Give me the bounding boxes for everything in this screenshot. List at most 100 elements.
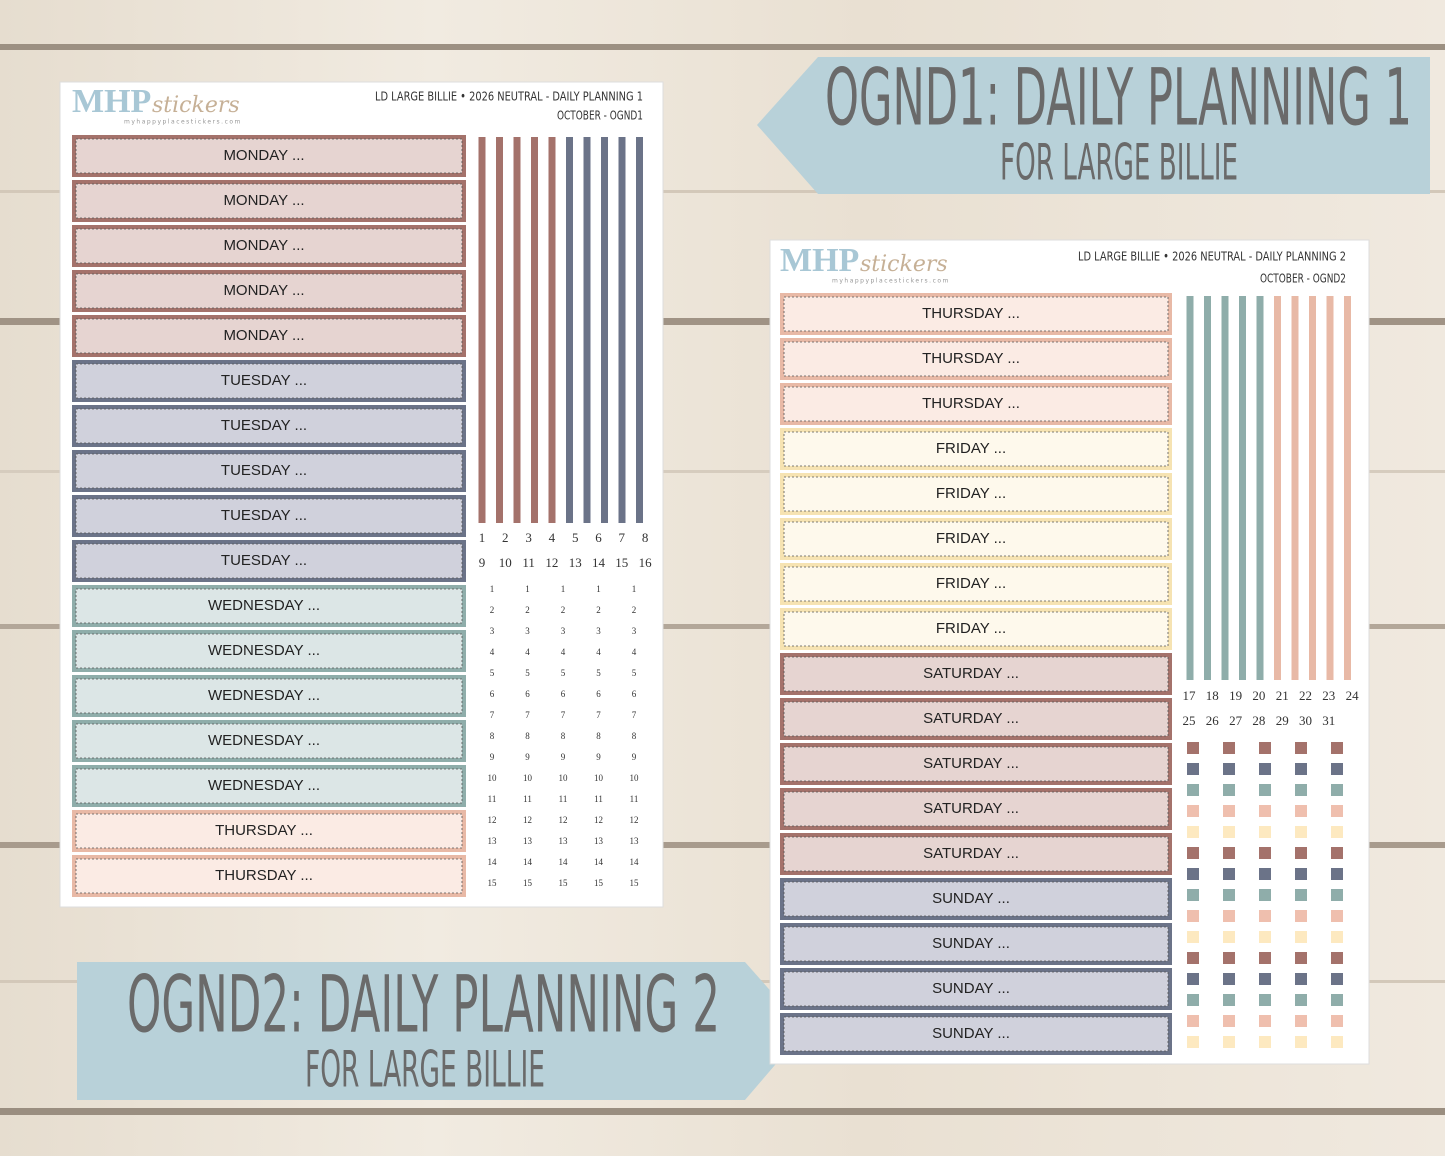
- date-number: 4: [549, 530, 556, 545]
- strip-sticker: [1291, 296, 1299, 680]
- small-number: 3: [525, 626, 530, 636]
- label-inner: [75, 543, 463, 579]
- label-inner: [75, 768, 463, 804]
- small-number: 3: [632, 626, 637, 636]
- square-sticker: [1331, 1015, 1343, 1027]
- small-number: 5: [596, 668, 601, 678]
- label-inner: [75, 228, 463, 264]
- square-sticker: [1331, 931, 1343, 943]
- date-number: 27: [1229, 713, 1243, 728]
- small-number: 15: [488, 878, 498, 888]
- banner-title: OGND1: DAILY PLANNING 1: [825, 53, 1412, 143]
- date-number: 23: [1322, 688, 1335, 703]
- square-sticker: [1331, 973, 1343, 985]
- small-number: 3: [561, 626, 566, 636]
- date-number: 31: [1322, 713, 1335, 728]
- small-number: 9: [632, 752, 637, 762]
- label-inner: [783, 476, 1169, 512]
- date-number: 12: [545, 555, 558, 570]
- date-number: 5: [572, 530, 579, 545]
- label-text: MONDAY ...: [223, 237, 304, 254]
- square-sticker: [1331, 805, 1343, 817]
- square-sticker: [1295, 742, 1307, 754]
- small-number: 13: [559, 836, 569, 846]
- small-number: 15: [523, 878, 533, 888]
- square-sticker: [1331, 994, 1343, 1006]
- label-text: FRIDAY ...: [936, 530, 1006, 547]
- banner-subtitle: FOR LARGE BILLIE: [1000, 134, 1238, 192]
- small-number: 7: [596, 710, 601, 720]
- label-text: THURSDAY ...: [922, 350, 1020, 367]
- small-number: 9: [561, 752, 566, 762]
- square-sticker: [1223, 1015, 1235, 1027]
- square-sticker: [1187, 952, 1199, 964]
- small-number: 5: [561, 668, 566, 678]
- square-sticker: [1223, 1036, 1235, 1048]
- label-inner: [75, 813, 463, 849]
- small-number: 13: [523, 836, 533, 846]
- small-number: 9: [596, 752, 601, 762]
- small-number: 10: [488, 773, 498, 783]
- label-text: THURSDAY ...: [215, 822, 313, 839]
- label-inner: [75, 858, 463, 894]
- date-number: 24: [1346, 688, 1360, 703]
- square-sticker: [1295, 784, 1307, 796]
- small-number: 3: [490, 626, 495, 636]
- date-number: 21: [1276, 688, 1289, 703]
- label-inner: [75, 318, 463, 354]
- strip-sticker: [548, 137, 556, 523]
- small-number: 7: [525, 710, 530, 720]
- small-number: 8: [490, 731, 495, 741]
- square-sticker: [1223, 889, 1235, 901]
- date-number: 16: [639, 555, 653, 570]
- label-inner: [783, 881, 1169, 917]
- square-sticker: [1295, 952, 1307, 964]
- strip-sticker: [1274, 296, 1281, 680]
- small-number: 1: [632, 584, 637, 594]
- banner-title: OGND2: DAILY PLANNING 2: [127, 960, 720, 1050]
- small-number: 5: [490, 668, 495, 678]
- date-number: 13: [569, 555, 582, 570]
- banner-2: [77, 962, 805, 1100]
- square-sticker: [1223, 826, 1235, 838]
- label-inner: [783, 926, 1169, 962]
- sheet-header: LD LARGE BILLIE • 2026 NEUTRAL - DAILY P…: [1078, 250, 1346, 264]
- label-text: MONDAY ...: [223, 327, 304, 344]
- square-sticker: [1187, 994, 1199, 1006]
- square-sticker: [1295, 910, 1307, 922]
- square-sticker: [1187, 805, 1199, 817]
- small-number: 6: [490, 689, 495, 699]
- label-inner: [783, 701, 1169, 737]
- label-inner: [75, 408, 463, 444]
- label-inner: [75, 183, 463, 219]
- small-number: 2: [490, 605, 495, 615]
- label-inner: [783, 566, 1169, 602]
- square-sticker: [1223, 763, 1235, 775]
- small-number: 4: [632, 647, 637, 657]
- strip-sticker: [1239, 296, 1246, 680]
- small-number: 10: [523, 773, 533, 783]
- date-number: 25: [1183, 713, 1196, 728]
- square-sticker: [1259, 889, 1271, 901]
- small-number: 7: [490, 710, 495, 720]
- square-sticker: [1331, 868, 1343, 880]
- square-sticker: [1187, 889, 1199, 901]
- label-text: FRIDAY ...: [936, 440, 1006, 457]
- date-number: 17: [1183, 688, 1197, 703]
- square-sticker: [1259, 973, 1271, 985]
- date-number: 9: [479, 555, 486, 570]
- strip-sticker: [566, 137, 573, 523]
- label-text: WEDNESDAY ...: [208, 732, 320, 749]
- label-text: WEDNESDAY ...: [208, 687, 320, 704]
- label-inner: [783, 1016, 1169, 1052]
- square-sticker: [1187, 868, 1199, 880]
- small-number: 2: [561, 605, 566, 615]
- label-inner: [75, 453, 463, 489]
- small-number: 14: [594, 857, 604, 867]
- date-number: 22: [1299, 688, 1312, 703]
- label-inner: [75, 723, 463, 759]
- square-sticker: [1223, 784, 1235, 796]
- small-number: 8: [561, 731, 566, 741]
